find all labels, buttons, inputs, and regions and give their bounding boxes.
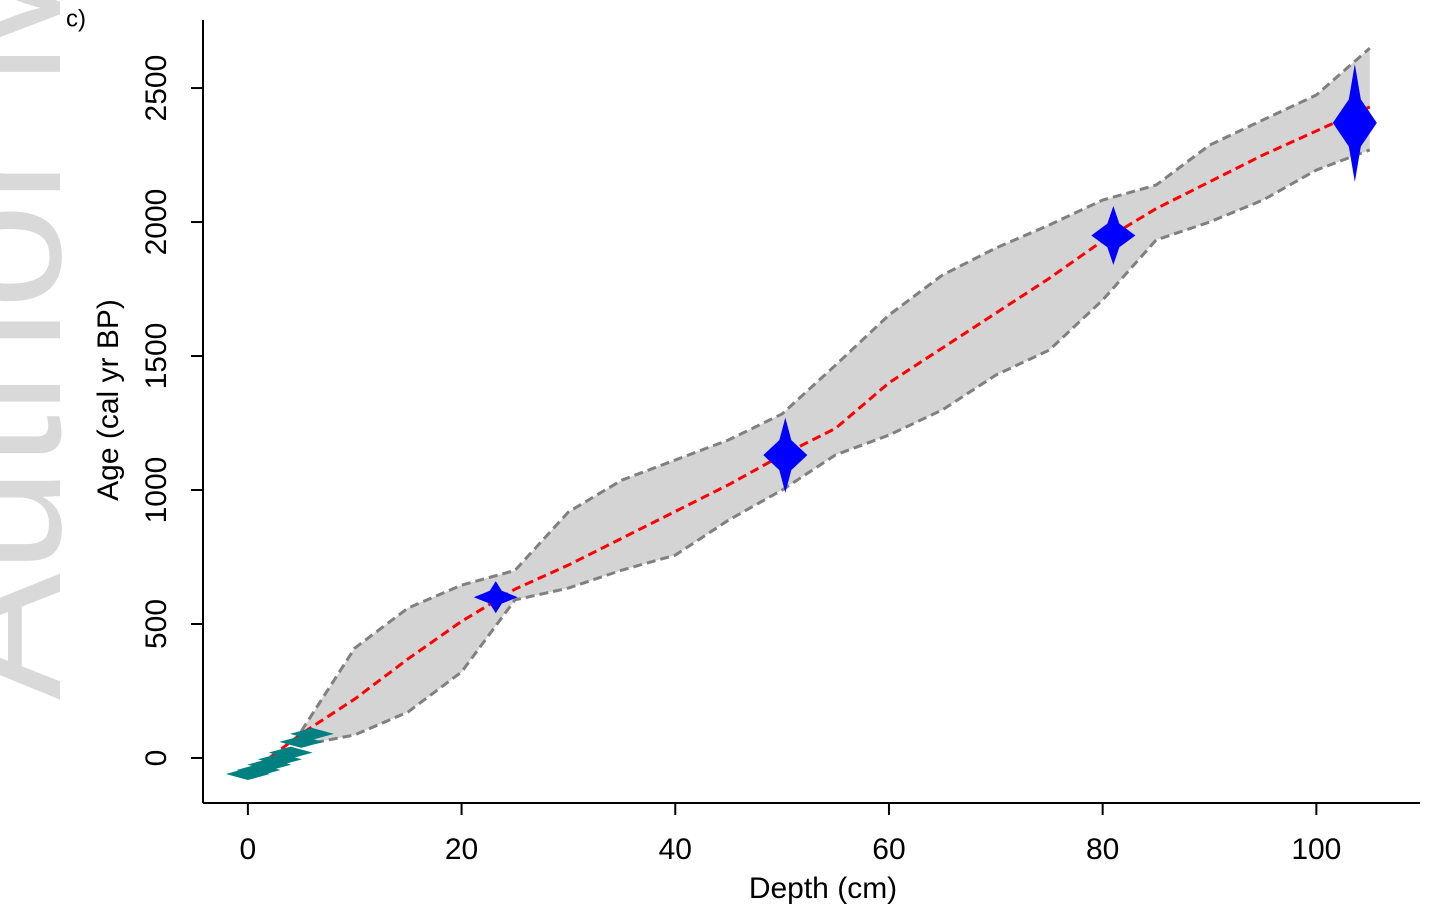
y-tick-label: 2000 xyxy=(140,189,173,256)
lead-date xyxy=(268,746,313,759)
watermark: Author Ma xyxy=(0,0,101,700)
bound-line xyxy=(300,47,1371,732)
bound-line xyxy=(301,148,1371,747)
x-tick-label: 80 xyxy=(1086,833,1119,866)
x-tick-label: 60 xyxy=(872,833,905,866)
uncertainty-band xyxy=(301,48,1370,746)
y-tick-label: 2500 xyxy=(140,55,173,122)
lead-date xyxy=(225,768,270,781)
calibrated-date xyxy=(473,581,518,614)
x-tick-label: 40 xyxy=(659,833,692,866)
calibrated-date xyxy=(1091,205,1136,265)
x-tick-label: 0 xyxy=(240,833,257,866)
y-tick-label: 500 xyxy=(140,599,173,649)
panel-label: c) xyxy=(66,5,86,32)
calibrated-date xyxy=(1332,63,1377,182)
x-tick-label: 100 xyxy=(1291,833,1341,866)
y-tick-label: 1000 xyxy=(140,457,173,524)
median-line xyxy=(246,105,1371,776)
x-axis-title: Depth (cm) xyxy=(749,872,897,905)
calibrated-date xyxy=(763,417,808,493)
y-tick-label: 1500 xyxy=(140,323,173,390)
y-axis-title: Age (cal yr BP) xyxy=(92,299,125,501)
x-tick-label: 20 xyxy=(445,833,478,866)
y-tick-label: 0 xyxy=(140,750,173,767)
lead-date xyxy=(289,727,334,740)
